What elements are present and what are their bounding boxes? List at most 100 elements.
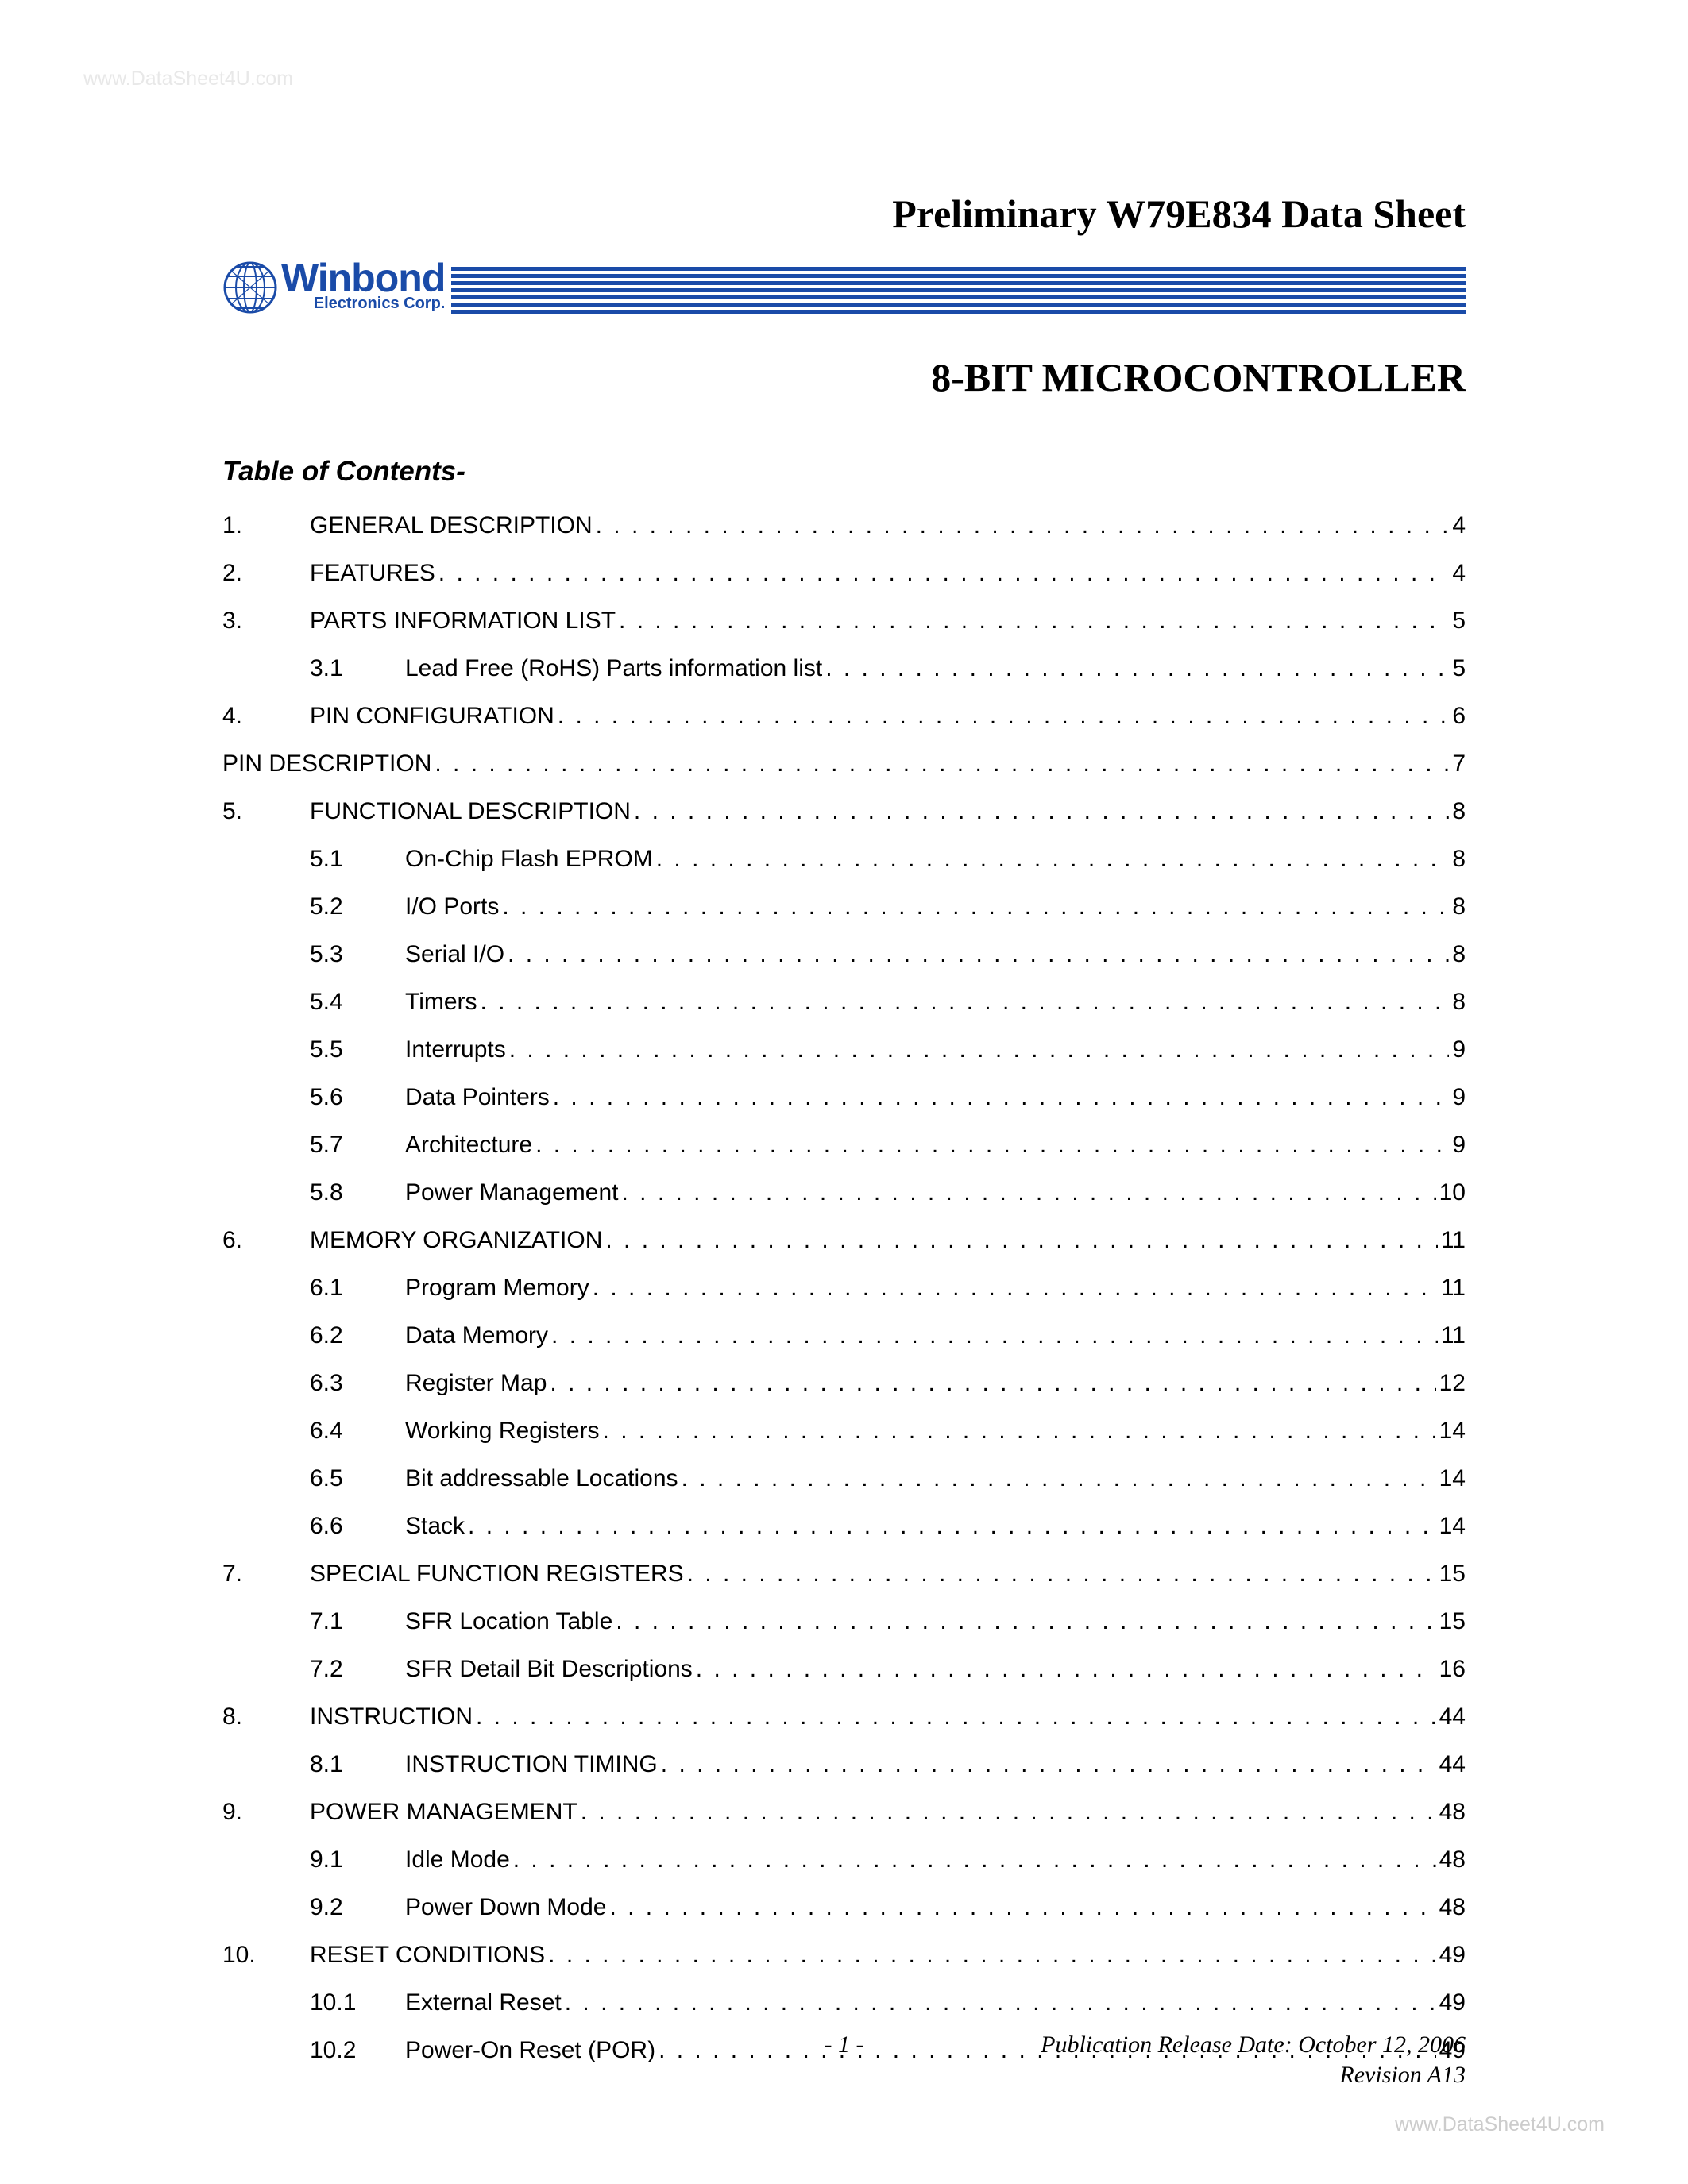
toc-page: 10 — [1439, 1179, 1466, 1207]
toc-page: 12 — [1439, 1369, 1466, 1398]
toc-label: INSTRUCTION TIMING — [405, 1750, 658, 1779]
toc-page: 8 — [1452, 940, 1466, 969]
toc-row: 1.GENERAL DESCRIPTION. . . . . . . . . .… — [222, 511, 1466, 540]
toc-subnum: 6.2 — [310, 1322, 405, 1350]
toc-page: 48 — [1439, 1893, 1466, 1922]
toc-label: POWER MANAGEMENT — [310, 1798, 577, 1827]
toc-page: 9 — [1452, 1131, 1466, 1160]
toc-page: 48 — [1439, 1846, 1466, 1874]
toc-page: 4 — [1452, 559, 1466, 588]
toc-label: PIN DESCRIPTION — [222, 750, 431, 778]
toc-page: 11 — [1441, 1322, 1466, 1350]
toc-page: 15 — [1439, 1560, 1466, 1588]
toc-leader: . . . . . . . . . . . . . . . . . . . . … — [634, 797, 1449, 826]
toc-leader: . . . . . . . . . . . . . . . . . . . . … — [825, 654, 1449, 683]
toc-subnum: 6.4 — [310, 1417, 405, 1445]
toc-row: 10.RESET CONDITIONS. . . . . . . . . . .… — [222, 1941, 1466, 1970]
toc-num: 6. — [222, 1226, 310, 1255]
toc-leader: . . . . . . . . . . . . . . . . . . . . … — [603, 1417, 1436, 1445]
toc-num: 8. — [222, 1703, 310, 1731]
toc-num: 1. — [222, 511, 310, 540]
toc-label: Power Down Mode — [405, 1893, 606, 1922]
toc-label: SPECIAL FUNCTION REGISTERS — [310, 1560, 684, 1588]
toc-subnum: 6.1 — [310, 1274, 405, 1302]
toc-page: 49 — [1439, 1989, 1466, 2017]
toc-page: 44 — [1439, 1750, 1466, 1779]
toc-row: 5.8Power Management. . . . . . . . . . .… — [222, 1179, 1466, 1207]
toc-leader: . . . . . . . . . . . . . . . . . . . . … — [616, 1607, 1435, 1636]
toc-page: 8 — [1452, 797, 1466, 826]
toc-label: MEMORY ORGANIZATION — [310, 1226, 602, 1255]
toc-row: 5.FUNCTIONAL DESCRIPTION. . . . . . . . … — [222, 797, 1466, 826]
toc-label: Data Pointers — [405, 1083, 550, 1112]
toc-row: 9.2Power Down Mode. . . . . . . . . . . … — [222, 1893, 1466, 1922]
logo-subtext: Electronics Corp. — [281, 295, 445, 313]
toc: 1.GENERAL DESCRIPTION. . . . . . . . . .… — [222, 511, 1466, 2065]
toc-label: Working Registers — [405, 1417, 600, 1445]
toc-leader: . . . . . . . . . . . . . . . . . . . . … — [661, 1750, 1436, 1779]
toc-page: 9 — [1452, 1083, 1466, 1112]
toc-leader: . . . . . . . . . . . . . . . . . . . . … — [605, 1226, 1437, 1255]
toc-subnum: 7.2 — [310, 1655, 405, 1684]
toc-num: 5. — [222, 797, 310, 826]
footer-revision: Revision A13 — [222, 2062, 1466, 2089]
toc-leader: . . . . . . . . . . . . . . . . . . . . … — [609, 1893, 1435, 1922]
logo-brand: Winbond — [281, 260, 445, 296]
toc-subnum: 5.6 — [310, 1083, 405, 1112]
toc-row: 3.1Lead Free (RoHS) Parts information li… — [222, 654, 1466, 683]
toc-page: 14 — [1439, 1512, 1466, 1541]
toc-leader: . . . . . . . . . . . . . . . . . . . . … — [558, 702, 1450, 731]
toc-page: 8 — [1452, 988, 1466, 1017]
toc-leader: . . . . . . . . . . . . . . . . . . . . … — [581, 1798, 1436, 1827]
toc-page: 14 — [1439, 1464, 1466, 1493]
toc-page: 6 — [1452, 702, 1466, 731]
toc-row: 6.5Bit addressable Locations. . . . . . … — [222, 1464, 1466, 1493]
toc-leader: . . . . . . . . . . . . . . . . . . . . … — [565, 1989, 1436, 2017]
footer-page-number: - 1 - — [825, 2032, 864, 2059]
toc-leader: . . . . . . . . . . . . . . . . . . . . … — [509, 1036, 1450, 1064]
toc-subnum: 5.1 — [310, 845, 405, 874]
toc-subnum: 3.1 — [310, 654, 405, 683]
toc-label: Architecture — [405, 1131, 532, 1160]
toc-page: 49 — [1439, 1941, 1466, 1970]
toc-row: 2.FEATURES. . . . . . . . . . . . . . . … — [222, 559, 1466, 588]
watermark-top: www.DataSheet4U.com — [83, 68, 293, 91]
toc-leader: . . . . . . . . . . . . . . . . . . . . … — [502, 893, 1449, 921]
toc-subnum: 9.1 — [310, 1846, 405, 1874]
toc-label: FEATURES — [310, 559, 435, 588]
toc-page: 11 — [1441, 1274, 1466, 1302]
toc-row: 5.4Timers. . . . . . . . . . . . . . . .… — [222, 988, 1466, 1017]
toc-leader: . . . . . . . . . . . . . . . . . . . . … — [687, 1560, 1436, 1588]
toc-leader: . . . . . . . . . . . . . . . . . . . . … — [481, 988, 1450, 1017]
toc-label: SFR Detail Bit Descriptions — [405, 1655, 693, 1684]
toc-leader: . . . . . . . . . . . . . . . . . . . . … — [435, 750, 1449, 778]
toc-label: External Reset — [405, 1989, 562, 2017]
toc-page: 8 — [1452, 893, 1466, 921]
toc-row: 10.1External Reset. . . . . . . . . . . … — [222, 1989, 1466, 2017]
toc-row: 9.1Idle Mode. . . . . . . . . . . . . . … — [222, 1846, 1466, 1874]
toc-page: 5 — [1452, 654, 1466, 683]
toc-label: I/O Ports — [405, 893, 499, 921]
toc-label: FUNCTIONAL DESCRIPTION — [310, 797, 631, 826]
document-title: Preliminary W79E834 Data Sheet — [222, 191, 1466, 237]
toc-label: PIN CONFIGURATION — [310, 702, 554, 731]
toc-page: 48 — [1439, 1798, 1466, 1827]
toc-label: Data Memory — [405, 1322, 548, 1350]
toc-row: 7.1SFR Location Table. . . . . . . . . .… — [222, 1607, 1466, 1636]
toc-page: 4 — [1452, 511, 1466, 540]
toc-subnum: 5.5 — [310, 1036, 405, 1064]
toc-row: 5.5Interrupts. . . . . . . . . . . . . .… — [222, 1036, 1466, 1064]
toc-leader: . . . . . . . . . . . . . . . . . . . . … — [696, 1655, 1436, 1684]
toc-page: 8 — [1452, 845, 1466, 874]
toc-page: 16 — [1439, 1655, 1466, 1684]
toc-leader: . . . . . . . . . . . . . . . . . . . . … — [468, 1512, 1436, 1541]
toc-leader: . . . . . . . . . . . . . . . . . . . . … — [553, 1083, 1450, 1112]
toc-label: Register Map — [405, 1369, 547, 1398]
toc-header: Table of Contents- — [222, 456, 1466, 488]
toc-label: SFR Location Table — [405, 1607, 612, 1636]
toc-leader: . . . . . . . . . . . . . . . . . . . . … — [621, 1179, 1435, 1207]
toc-page: 15 — [1439, 1607, 1466, 1636]
page: www.DataSheet4U.com Preliminary W79E834 … — [0, 0, 1688, 2184]
winbond-logo: Winbond Electronics Corp. — [222, 260, 445, 314]
toc-page: 44 — [1439, 1703, 1466, 1731]
